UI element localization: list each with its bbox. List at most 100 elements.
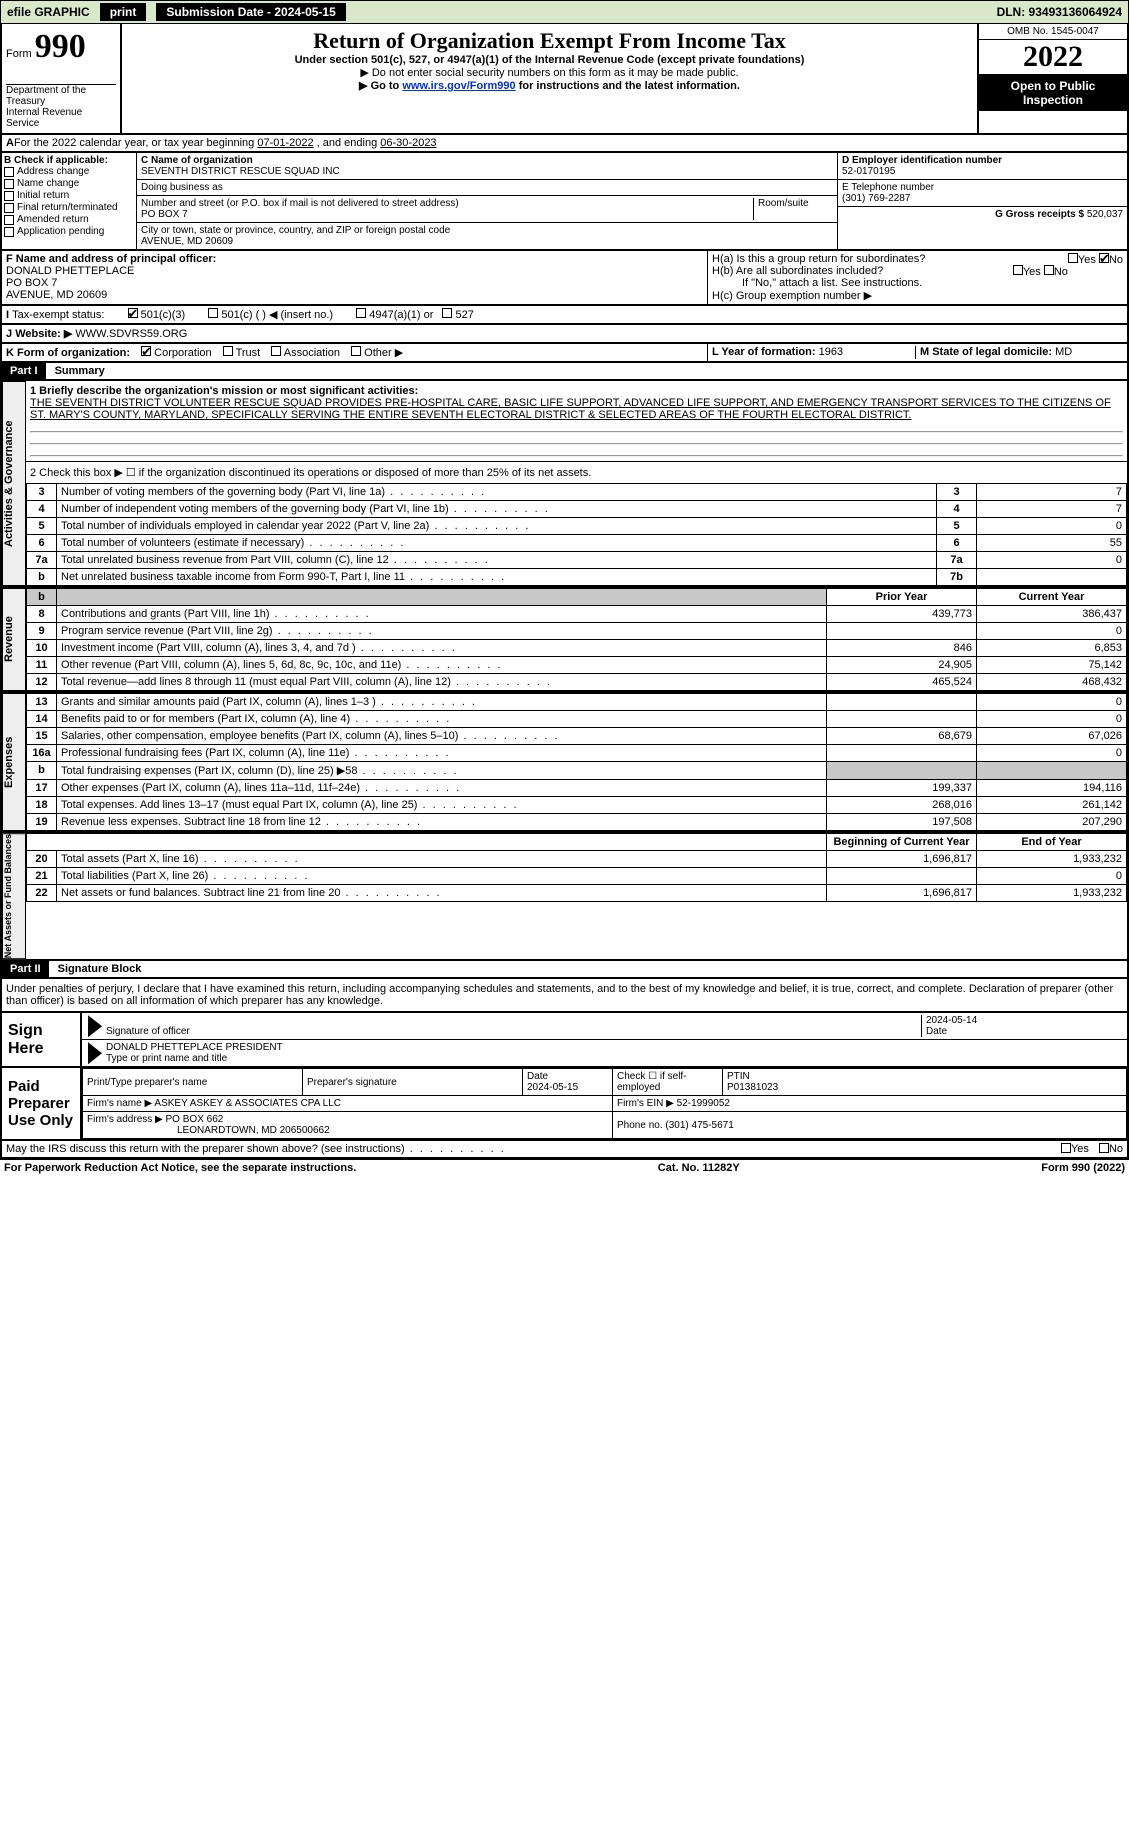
rev-table: b Prior Year Current Year 8Contributions… [26, 588, 1127, 691]
ha-label: H(a) Is this a group return for subordin… [712, 253, 925, 265]
summary-expenses: Expenses 13Grants and similar amounts pa… [0, 693, 1129, 833]
firm-addr: PO BOX 662 [166, 1114, 224, 1125]
chk-hb-no[interactable] [1044, 265, 1054, 275]
irs-label: Internal Revenue Service [6, 107, 116, 129]
j-label: Website: ▶ [15, 328, 72, 340]
prep-sig-label: Preparer's signature [303, 1069, 523, 1096]
col-prior: Prior Year [827, 589, 977, 606]
mission-text: THE SEVENTH DISTRICT VOLUNTEER RESCUE SQ… [30, 397, 1123, 421]
tax-year-begin: 07-01-2022 [257, 137, 313, 149]
section-b: B Check if applicable: Address change Na… [2, 153, 137, 249]
discuss-row: May the IRS discuss this return with the… [0, 1141, 1129, 1159]
chk-initial-return[interactable] [4, 191, 14, 201]
org-name: SEVENTH DISTRICT RESCUE SQUAD INC [141, 166, 833, 177]
chk-trust[interactable] [223, 346, 233, 356]
city-value: AVENUE, MD 20609 [141, 236, 833, 247]
chk-name-change[interactable] [4, 179, 14, 189]
exp-table: 13Grants and similar amounts paid (Part … [26, 693, 1127, 831]
chk-hb-yes[interactable] [1013, 265, 1023, 275]
self-employed: Check ☐ if self-employed [613, 1069, 723, 1096]
table-row: bTotal fundraising expenses (Part IX, co… [27, 762, 1127, 780]
table-row: 11Other revenue (Part VIII, column (A), … [27, 657, 1127, 674]
part1-heading: Summary [49, 363, 111, 379]
ein-value: 52-0170195 [842, 166, 1123, 177]
chk-application-pending[interactable] [4, 227, 14, 237]
declaration: Under penalties of perjury, I declare th… [0, 979, 1129, 1013]
form-reference: Form 990 (2022) [1041, 1162, 1125, 1174]
irs-link[interactable]: www.irs.gov/Form990 [402, 80, 515, 92]
table-row: 6Total number of volunteers (estimate if… [27, 535, 1127, 552]
goto-line: ▶ Go to www.irs.gov/Form990 for instruct… [126, 79, 973, 92]
part2-header: Part II Signature Block [0, 961, 1129, 979]
chk-discuss-no[interactable] [1099, 1143, 1109, 1153]
table-row: 16aProfessional fundraising fees (Part I… [27, 745, 1127, 762]
prep-name-label: Print/Type preparer's name [83, 1069, 303, 1096]
c-name-label: C Name of organization [141, 155, 833, 166]
header-center: Return of Organization Exempt From Incom… [122, 24, 977, 133]
sig-date: 2024-05-14 [926, 1015, 1121, 1026]
form-subtitle: Under section 501(c), 527, or 4947(a)(1)… [126, 54, 973, 66]
chk-final-return[interactable] [4, 203, 14, 213]
firm-ein: 52-1999052 [677, 1098, 730, 1109]
room-label: Room/suite [758, 198, 833, 209]
sidebar-revenue: Revenue [2, 588, 26, 691]
section-h: H(a) Is this a group return for subordin… [707, 251, 1127, 304]
efile-label: efile GRAPHIC [7, 5, 90, 19]
chk-address-change[interactable] [4, 167, 14, 177]
state-domicile: MD [1055, 346, 1072, 358]
section-f: F Name and address of principal officer:… [2, 251, 707, 304]
part2-bar: Part II [2, 961, 49, 977]
summary-governance: Activities & Governance 1 Briefly descri… [0, 381, 1129, 588]
chk-corp[interactable] [141, 346, 151, 356]
table-row: 9Program service revenue (Part VIII, lin… [27, 623, 1127, 640]
table-row: 8Contributions and grants (Part VIII, li… [27, 606, 1127, 623]
chk-discuss-yes[interactable] [1061, 1143, 1071, 1153]
officer-addr2: AVENUE, MD 20609 [6, 289, 703, 301]
submission-date-button[interactable]: Submission Date - 2024-05-15 [156, 3, 345, 21]
chk-assoc[interactable] [271, 346, 281, 356]
col-eoy: End of Year [977, 834, 1127, 851]
part1-header: Part I Summary [0, 363, 1129, 381]
summary-netassets: Net Assets or Fund Balances Beginning of… [0, 833, 1129, 961]
omb-number: OMB No. 1545-0047 [979, 24, 1127, 40]
sidebar-governance: Activities & Governance [2, 381, 26, 586]
firm-name: ASKEY ASKEY & ASSOCIATES CPA LLC [154, 1098, 341, 1109]
topbar: efile GRAPHIC print Submission Date - 20… [0, 0, 1129, 24]
phone-value: (301) 769-2287 [842, 193, 1123, 204]
chk-amended-return[interactable] [4, 215, 14, 225]
section-deg: D Employer identification number 52-0170… [837, 153, 1127, 249]
col-boy: Beginning of Current Year [827, 834, 977, 851]
form-title: Return of Organization Exempt From Incom… [126, 28, 973, 54]
chk-ha-no[interactable] [1099, 253, 1109, 263]
part1-bar: Part I [2, 363, 46, 379]
form-prefix: Form [6, 48, 32, 60]
discuss-label: May the IRS discuss this return with the… [6, 1143, 506, 1155]
website-value: WWW.SDVRS59.ORG [75, 328, 187, 340]
firm-phone: (301) 475-5671 [665, 1120, 733, 1131]
table-row: 14Benefits paid to or for members (Part … [27, 711, 1127, 728]
year-formation: 1963 [819, 346, 843, 358]
table-row: 4Number of independent voting members of… [27, 501, 1127, 518]
firm-name-label: Firm's name ▶ [87, 1098, 152, 1109]
sig-officer-label: Signature of officer [106, 1026, 921, 1037]
entity-block: B Check if applicable: Address change Na… [0, 153, 1129, 251]
form-number: 990 [35, 28, 86, 65]
hb-note: If "No," attach a list. See instructions… [712, 277, 1123, 289]
chk-ha-yes[interactable] [1068, 253, 1078, 263]
ptin-value: P01381023 [727, 1082, 778, 1093]
f-h-row: F Name and address of principal officer:… [0, 251, 1129, 306]
header-right: OMB No. 1545-0047 2022 Open to Public In… [977, 24, 1127, 133]
col-current: Current Year [977, 589, 1127, 606]
firm-addr-label: Firm's address ▶ [87, 1114, 163, 1125]
k-label: K Form of organization: [6, 347, 130, 359]
chk-501c3[interactable] [128, 308, 138, 318]
print-button[interactable]: print [100, 3, 147, 21]
chk-4947[interactable] [356, 308, 366, 318]
b-label: B Check if applicable: [4, 155, 134, 166]
chk-501c[interactable] [208, 308, 218, 318]
table-row: 18Total expenses. Add lines 13–17 (must … [27, 797, 1127, 814]
typed-name-label: Type or print name and title [106, 1053, 1121, 1064]
chk-other[interactable] [351, 346, 361, 356]
table-row: bNet unrelated business taxable income f… [27, 569, 1127, 586]
chk-527[interactable] [442, 308, 452, 318]
